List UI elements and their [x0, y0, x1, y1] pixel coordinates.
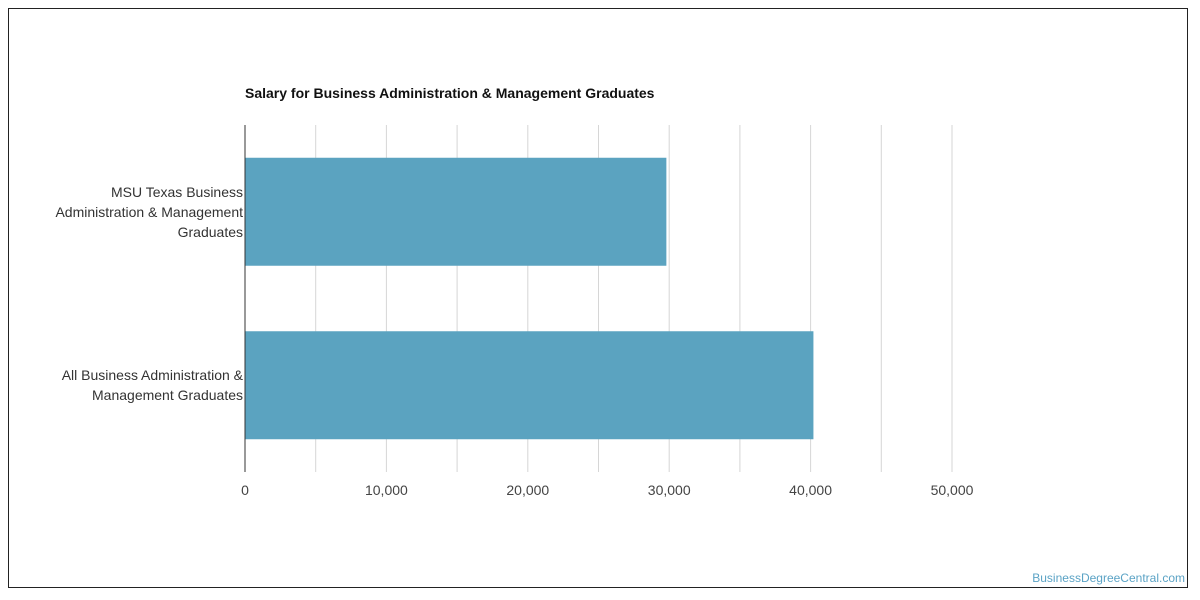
- chart-title: Salary for Business Administration & Man…: [245, 85, 655, 101]
- category-label-line: MSU Texas Business: [110, 183, 243, 200]
- category-label-1: MSU Texas Business Administration & Manag…: [13, 182, 243, 242]
- bar-1: [245, 157, 667, 266]
- x-tick-label: 0: [241, 482, 249, 498]
- x-tick-label: 10,000: [365, 482, 408, 498]
- x-tick-label: 30,000: [648, 482, 691, 498]
- x-tick-label: 20,000: [506, 482, 549, 498]
- x-tick-label: 40,000: [789, 482, 832, 498]
- x-tick-labels: 0 10,000 20,000 30,000 40,000 50,000: [241, 482, 974, 498]
- bar-2: [245, 331, 814, 440]
- category-label-line: Graduates: [177, 223, 243, 240]
- bars: [245, 157, 814, 440]
- category-label-line: Management Graduates: [92, 387, 243, 404]
- watermark: BusinessDegreeCentral.com: [1032, 571, 1185, 585]
- category-label-line: Administration & Management: [55, 203, 243, 220]
- x-tick-label: 50,000: [931, 482, 974, 498]
- category-label-line: All Business Administration &: [61, 367, 243, 384]
- category-label-2: All Business Administration & Management …: [13, 365, 243, 405]
